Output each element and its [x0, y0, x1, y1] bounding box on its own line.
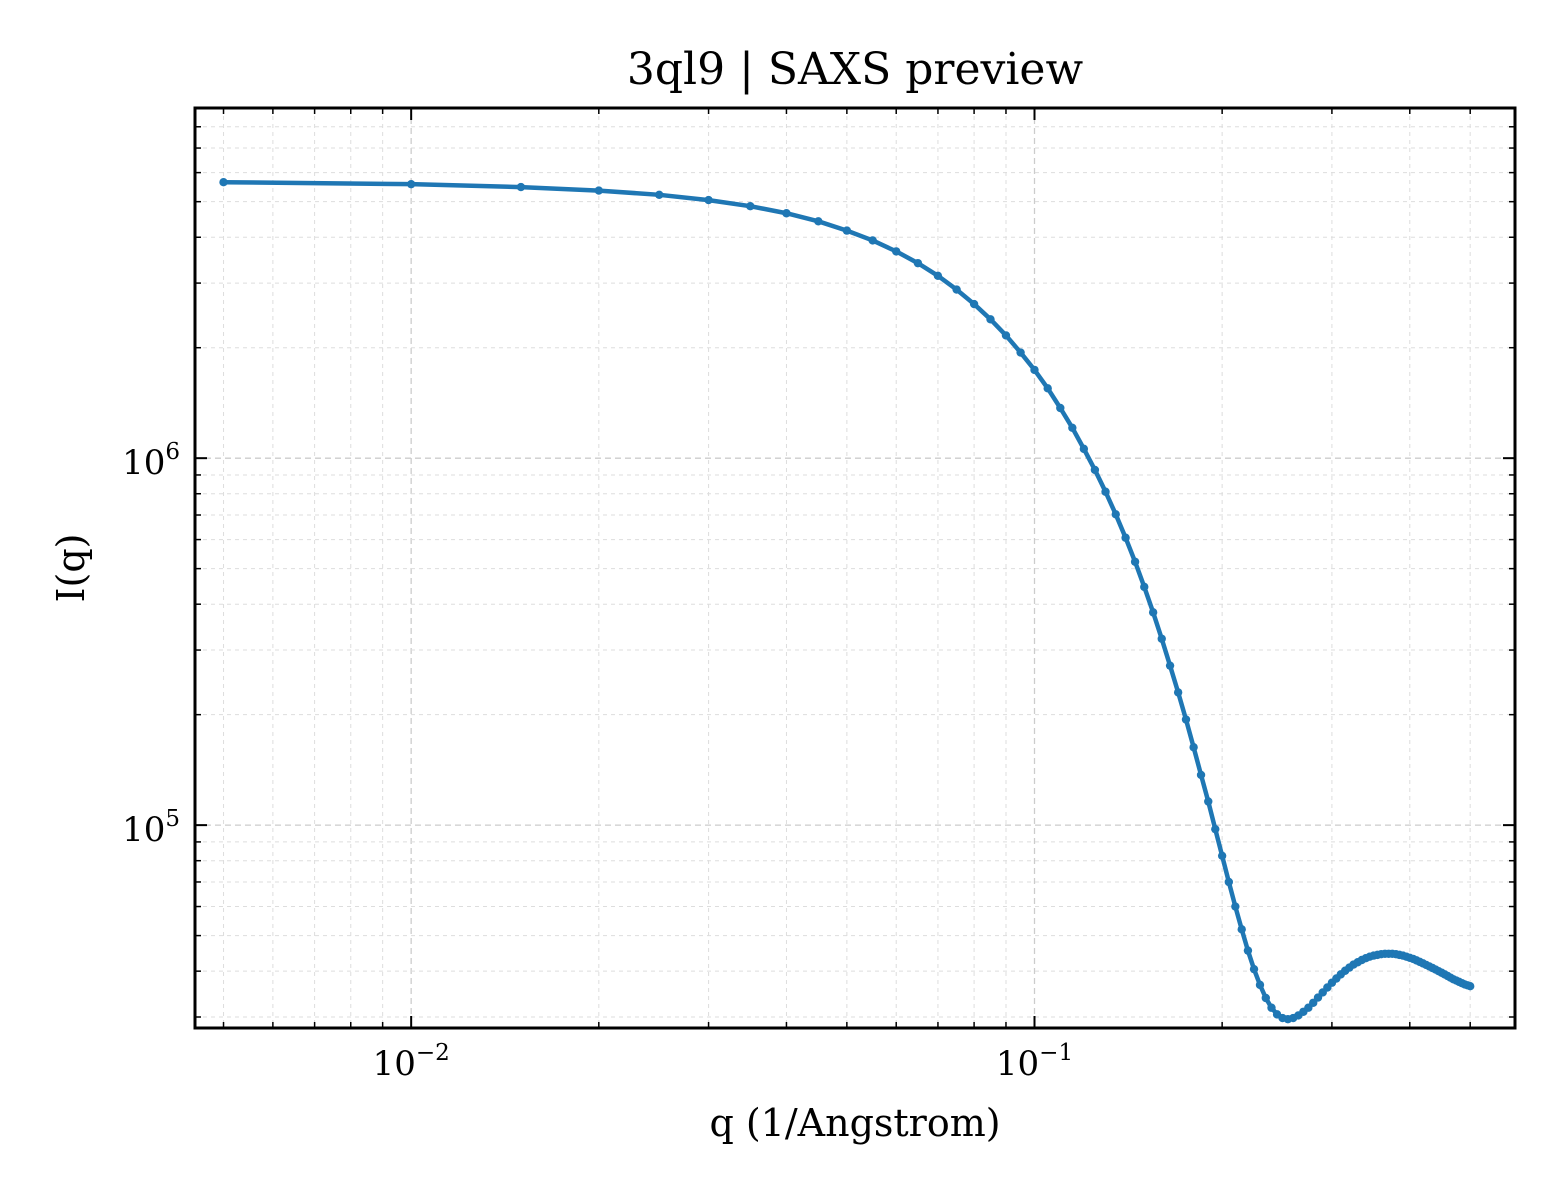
data-point	[1157, 634, 1166, 643]
data-point	[1165, 661, 1175, 670]
data-point	[1267, 1003, 1276, 1012]
data-point	[406, 179, 416, 189]
data-point	[1043, 384, 1052, 393]
data-point	[892, 247, 901, 256]
y-tick-label-exponent: 5	[165, 806, 180, 832]
data-point	[1204, 797, 1213, 806]
data-point	[1255, 980, 1265, 990]
data-point	[1111, 510, 1120, 519]
data-point	[1181, 715, 1191, 724]
data-point	[1231, 902, 1240, 911]
chart-title: 3ql9 | SAXS preview	[627, 44, 1084, 95]
data-point	[1217, 851, 1227, 860]
y-tick-label: 106	[122, 439, 180, 483]
x-tick-labels: 10−2 10−1	[373, 1040, 1074, 1084]
data-point	[1196, 770, 1206, 780]
data-point	[1101, 487, 1110, 496]
x-tick-label-exponent: −2	[416, 1040, 450, 1066]
data-point	[1249, 964, 1259, 974]
data-point	[1001, 331, 1011, 340]
data-point	[868, 236, 877, 245]
data-point	[594, 186, 604, 195]
data-point	[1079, 444, 1089, 454]
data-point	[913, 258, 923, 268]
data-point	[952, 285, 961, 294]
data-point	[1224, 877, 1234, 887]
x-tick-label: 10−1	[996, 1040, 1073, 1084]
data-point	[933, 271, 943, 281]
data-point	[1030, 365, 1039, 375]
data-point	[1465, 981, 1475, 991]
data-point	[655, 190, 664, 200]
data-point	[1068, 423, 1077, 432]
data-point	[704, 195, 713, 205]
grid	[195, 107, 1515, 1028]
data-point	[1211, 824, 1220, 834]
y-tick-label-exponent: 6	[165, 439, 180, 465]
data-point	[842, 226, 852, 235]
data-point	[516, 182, 526, 192]
data-point	[1090, 465, 1100, 475]
x-tick-label-base: 10	[996, 1044, 1039, 1084]
data-point	[1056, 403, 1065, 413]
data-point	[969, 299, 979, 309]
data-point	[219, 178, 228, 187]
y-tick-label-base: 10	[122, 443, 165, 483]
data-series	[219, 178, 1475, 1024]
x-tick-label-base: 10	[373, 1044, 416, 1084]
data-point	[746, 202, 755, 211]
data-point	[1237, 925, 1246, 934]
data-point	[986, 315, 995, 324]
x-tick-label: 10−2	[373, 1040, 450, 1084]
y-tick-label-base: 10	[122, 810, 165, 850]
data-point	[1140, 582, 1149, 592]
y-tick-label: 105	[122, 806, 180, 850]
data-point	[814, 217, 823, 226]
data-point	[782, 209, 791, 218]
data-point	[1130, 557, 1140, 566]
data-point	[1016, 348, 1025, 357]
x-axis-label: q (1/Angstrom)	[709, 1101, 1000, 1145]
data-point	[1121, 533, 1130, 542]
data-point	[1173, 688, 1183, 697]
x-tick-label-exponent: −1	[1039, 1040, 1073, 1066]
y-axis-label: I(q)	[49, 534, 93, 603]
data-point	[1148, 608, 1158, 617]
data-point	[1189, 743, 1198, 752]
data-point	[1243, 946, 1253, 955]
plot-frame	[193, 106, 1517, 1030]
data-point	[1261, 993, 1271, 1003]
